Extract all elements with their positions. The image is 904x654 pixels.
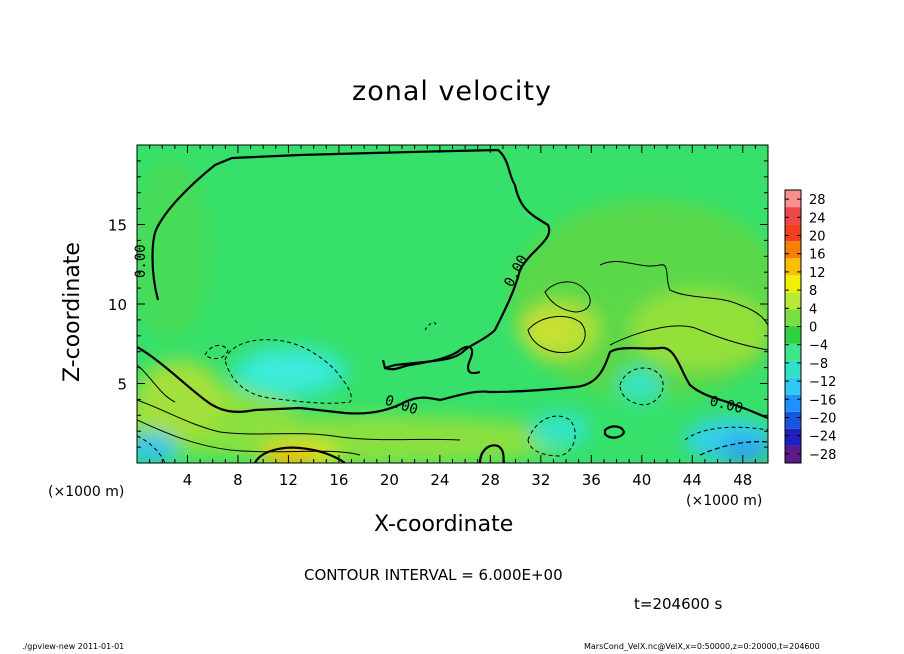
x-tick-label: 12 xyxy=(279,471,298,489)
x-axis-label: X-coordinate xyxy=(374,512,514,537)
negative-contour-8 xyxy=(424,322,437,331)
colorbar-label: −20 xyxy=(809,412,836,427)
x-tick-label: 28 xyxy=(481,471,500,489)
colorbar-segment xyxy=(785,207,801,225)
colorbar-label: 0 xyxy=(809,321,817,336)
chart-title: zonal velocity xyxy=(352,76,552,107)
colorbar-label: 8 xyxy=(809,284,817,299)
x-tick-label: 4 xyxy=(183,471,193,489)
color-field xyxy=(137,145,768,463)
y-axis: 5 10 15 xyxy=(108,160,768,448)
colorbar-segment xyxy=(785,326,801,344)
positive-contour-1 xyxy=(137,399,461,441)
zero-contour-bottom-left xyxy=(253,446,346,463)
y-tick-label: 10 xyxy=(108,296,127,314)
colorbar-label: −16 xyxy=(809,393,836,408)
negative-contour-1 xyxy=(224,339,352,404)
negative-contour-2 xyxy=(204,344,229,360)
x-tick-label: 16 xyxy=(329,471,348,489)
contour-lines xyxy=(137,148,768,463)
colorbar-label: 28 xyxy=(809,193,826,208)
negative-contour-5 xyxy=(684,426,768,441)
footer-left: ./gpview-new 2011-01-01 xyxy=(22,642,125,651)
x-tick-label: 24 xyxy=(430,471,449,489)
colorbar-segment xyxy=(785,258,801,276)
colorbar-segment xyxy=(785,190,801,208)
footer-right: MarsCond_VelX.nc@VelX,x=0:50000,z=0:2000… xyxy=(584,642,820,651)
x-tick-label: 32 xyxy=(531,471,550,489)
colorbar-segment xyxy=(785,428,801,446)
colorbar-label: 20 xyxy=(809,230,826,245)
negative-contour-3 xyxy=(619,367,664,406)
colorbar-segment xyxy=(785,241,801,259)
colorbar-segment xyxy=(785,360,801,378)
negative-contour-7 xyxy=(137,435,166,463)
colorbar-segment xyxy=(785,275,801,293)
colorbar-label: 24 xyxy=(809,211,826,226)
negative-contour-4 xyxy=(527,415,576,457)
colorbar-label: 16 xyxy=(809,248,826,263)
colorbar-segment xyxy=(785,411,801,429)
colorbar-label: −4 xyxy=(809,339,828,354)
colorbar-segment xyxy=(785,377,801,395)
x-tick-label: 40 xyxy=(632,471,651,489)
y-axis-label: Z-coordinate xyxy=(60,242,85,382)
colorbar: 28 24 20 16 12 8 4 0 −4 −8 −12 −16 −20 −24 −28 xyxy=(784,189,836,464)
colorbar-label: −24 xyxy=(809,430,836,445)
colorbar-label: 12 xyxy=(809,266,826,281)
x-unit-label-right: (×1000 m) xyxy=(686,493,763,509)
colorbar-segment xyxy=(785,292,801,310)
x-axis: 4 8 12 16 20 24 28 32 36 40 44 48 xyxy=(149,145,756,489)
colorbar-segment xyxy=(785,445,801,463)
contour-label: 0.00 xyxy=(133,244,149,278)
positive-contour-7 xyxy=(609,325,768,351)
positive-contour-6 xyxy=(599,261,768,326)
positive-contour-5 xyxy=(527,315,586,354)
zero-contour-small-loop-2 xyxy=(603,425,626,439)
x-tick-label: 36 xyxy=(582,471,601,489)
zero-contour-small-loop-1 xyxy=(478,444,506,463)
zero-contour-lower xyxy=(137,346,768,420)
colorbar-segment xyxy=(785,224,801,242)
colorbar-label: 4 xyxy=(809,302,817,317)
colorbar-label: −28 xyxy=(809,448,836,463)
x-tick-label: 48 xyxy=(733,471,752,489)
contour-label: 0.00 xyxy=(708,393,745,417)
colorbar-segment xyxy=(785,343,801,361)
time-label: t=204600 s xyxy=(634,595,723,613)
x-tick-label: 8 xyxy=(233,471,243,489)
x-tick-label: 20 xyxy=(380,471,399,489)
negative-contour-6 xyxy=(699,441,768,456)
colorbar-segment xyxy=(785,309,801,327)
x-tick-label: 44 xyxy=(683,471,702,489)
positive-contour-2 xyxy=(137,419,361,456)
zero-contour-center-loop xyxy=(384,345,481,375)
colorbar-label: −12 xyxy=(809,375,836,390)
contour-interval-label: CONTOUR INTERVAL = 6.000E+00 xyxy=(304,566,563,584)
positive-contour-4 xyxy=(544,281,591,313)
colorbar-label: −8 xyxy=(809,357,828,372)
colorbar-segment xyxy=(785,394,801,412)
y-tick-label: 15 xyxy=(108,217,127,235)
x-unit-label-left: (×1000 m) xyxy=(48,484,125,500)
y-tick-label: 5 xyxy=(117,376,127,394)
